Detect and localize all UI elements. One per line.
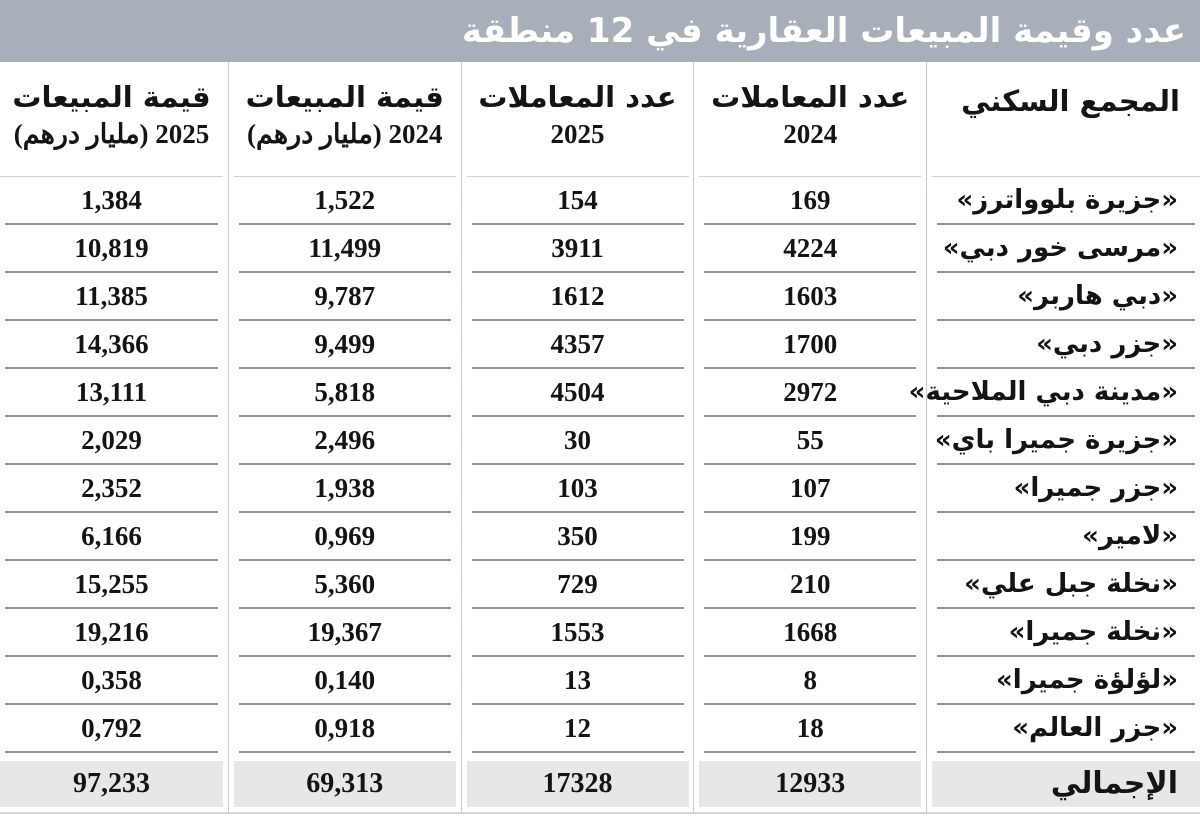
sales-value-2025-cell: 19,216 (0, 609, 223, 657)
sales-value-2024-cell: 0,969 (234, 513, 456, 561)
transactions-2024-cell: 2972 (699, 369, 921, 417)
transactions-2025-cell: 154 (467, 177, 689, 225)
column-header-year: 2024 (783, 119, 838, 150)
transactions-2024-cell: 1668 (699, 609, 921, 657)
sales-value-2024-cell: 1,938 (234, 465, 456, 513)
sales-value-2024-cell: 2,496 (234, 417, 456, 465)
column-header-year: 2025 (550, 119, 605, 150)
column-header-label: قيمة المبيعات (12, 80, 211, 114)
sales-value-2024-cell: 1,522 (234, 177, 456, 225)
sales-value-2025-cell: 10,819 (0, 225, 223, 273)
sales-value-2024-cell: 5,818 (234, 369, 456, 417)
complex-name-cell: «جزر جميرا» (932, 465, 1200, 513)
complex-name-cell: «جزيرة بلوواترز» (932, 177, 1200, 225)
complex-name-cell: «لامير» (932, 513, 1200, 561)
sales-value-2025-cell: 1,384 (0, 177, 223, 225)
column-header-sales-value-2024: قيمة المبيعات 2024 (مليار درهم) (233, 62, 456, 177)
column-divider (227, 62, 229, 812)
column-header-year-unit: 2025 (مليار درهم) (13, 119, 210, 150)
transactions-2025-cell: 3911 (467, 225, 689, 273)
column-header-label: المجمع السكني (961, 84, 1180, 118)
column-header-complex-name: المجمع السكني (932, 62, 1200, 177)
transactions-2024-cell: 8 (699, 657, 921, 705)
table-bottom-rule (0, 812, 1200, 814)
column-divider (460, 62, 462, 812)
total-transactions-2024-cell: 12933 (699, 761, 922, 807)
column-header-label: عدد المعاملات (478, 80, 677, 114)
sales-value-2025-cell: 15,255 (0, 561, 223, 609)
transactions-2025-cell: 4504 (467, 369, 689, 417)
column-divider (693, 62, 695, 812)
transactions-2024-cell: 1700 (699, 321, 921, 369)
sales-value-2025-cell: 0,358 (0, 657, 223, 705)
complex-name-cell: «نخلة جميرا» (932, 609, 1200, 657)
sales-value-2024-cell: 11,499 (234, 225, 456, 273)
total-transactions-2025-cell: 17328 (466, 761, 689, 807)
column-sales-value-2025: قيمة المبيعات 2025 (مليار درهم) 1,384 10… (0, 62, 223, 812)
transactions-2024-cell: 18 (699, 705, 921, 753)
sales-value-2025-cell: 14,366 (0, 321, 223, 369)
sales-value-2024-cell: 9,787 (234, 273, 456, 321)
transactions-2025-cell: 729 (467, 561, 689, 609)
complex-name-cell: «نخلة جبل علي» (932, 561, 1200, 609)
column-divider (926, 62, 928, 812)
complex-name-cell: «مرسى خور دبي» (932, 225, 1200, 273)
transactions-2025-cell: 30 (467, 417, 689, 465)
column-header-label: عدد المعاملات (711, 80, 910, 114)
sales-value-2024-cell: 9,499 (234, 321, 456, 369)
column-transactions-2025: عدد المعاملات 2025 154 3911 1612 4357 45… (466, 62, 689, 812)
total-sales-value-2025-cell: 97,233 (0, 761, 223, 807)
sales-value-2024-cell: 19,367 (234, 609, 456, 657)
transactions-2025-cell: 12 (467, 705, 689, 753)
column-header-transactions-2025: عدد المعاملات 2025 (466, 62, 689, 177)
column-header-year-unit: 2024 (مليار درهم) (246, 119, 443, 150)
transactions-2025-cell: 1612 (467, 273, 689, 321)
transactions-2024-cell: 4224 (699, 225, 921, 273)
column-header-transactions-2024: عدد المعاملات 2024 (699, 62, 922, 177)
complex-name-cell: «جزر العالم» (932, 705, 1200, 753)
sales-value-2025-cell: 0,792 (0, 705, 223, 753)
column-sales-value-2024: قيمة المبيعات 2024 (مليار درهم) 1,522 11… (233, 62, 456, 812)
complex-name-cell: «مدينة دبي الملاحية» (909, 369, 1200, 417)
column-header-sales-value-2025: قيمة المبيعات 2025 (مليار درهم) (0, 62, 223, 177)
sales-value-2024-cell: 0,918 (234, 705, 456, 753)
page-title: عدد وقيمة المبيعات العقارية في 12 منطقة (0, 0, 1200, 62)
transactions-2025-cell: 103 (467, 465, 689, 513)
total-sales-value-2024-cell: 69,313 (233, 761, 456, 807)
transactions-2024-cell: 55 (699, 417, 921, 465)
transactions-2024-cell: 210 (699, 561, 921, 609)
transactions-2024-cell: 107 (699, 465, 921, 513)
sales-value-2024-cell: 0,140 (234, 657, 456, 705)
sales-value-2025-cell: 2,352 (0, 465, 223, 513)
sales-value-2025-cell: 13,111 (0, 369, 223, 417)
transactions-2024-cell: 169 (699, 177, 921, 225)
sales-table: المجمع السكني «جزيرة بلوواترز» «مرسى خور… (0, 62, 1200, 812)
transactions-2024-cell: 199 (699, 513, 921, 561)
column-header-label: قيمة المبيعات (245, 80, 444, 114)
sales-value-2025-cell: 11,385 (0, 273, 223, 321)
complex-name-cell: «دبي هاربر» (932, 273, 1200, 321)
transactions-2025-cell: 4357 (467, 321, 689, 369)
transactions-2025-cell: 350 (467, 513, 689, 561)
transactions-2025-cell: 13 (467, 657, 689, 705)
transactions-2025-cell: 1553 (467, 609, 689, 657)
complex-name-cell: «جزر دبي» (932, 321, 1200, 369)
sales-value-2025-cell: 2,029 (0, 417, 223, 465)
column-transactions-2024: عدد المعاملات 2024 169 4224 1603 1700 29… (699, 62, 922, 812)
sales-value-2025-cell: 6,166 (0, 513, 223, 561)
complex-name-cell: «جزيرة جميرا باي» (932, 417, 1200, 465)
sales-value-2024-cell: 5,360 (234, 561, 456, 609)
complex-name-cell: «لؤلؤة جميرا» (932, 657, 1200, 705)
column-complex-name: المجمع السكني «جزيرة بلوواترز» «مرسى خور… (909, 62, 1200, 812)
total-label-cell: الإجمالي (932, 761, 1200, 807)
transactions-2024-cell: 1603 (699, 273, 921, 321)
